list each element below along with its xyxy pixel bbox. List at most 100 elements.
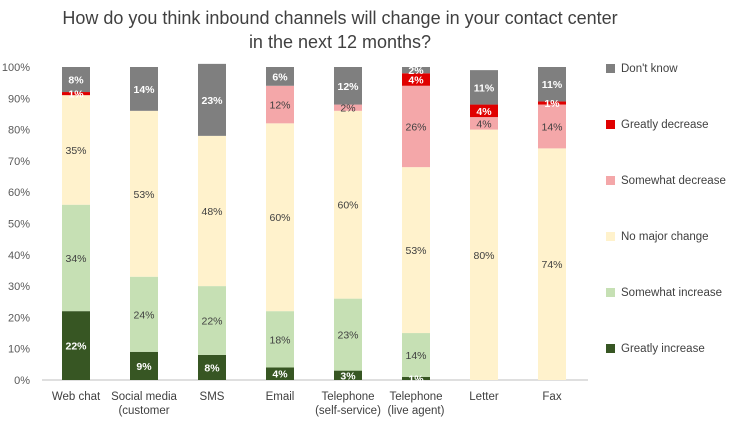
category-label: SMS — [200, 391, 225, 403]
bar-segment — [62, 95, 90, 205]
category-label: Social media (customer — [111, 391, 177, 417]
bar-segment — [402, 167, 430, 334]
bar-segment — [470, 70, 498, 105]
data-label: 1% — [544, 98, 560, 110]
bar-segment — [334, 67, 362, 105]
bar-segment — [198, 63, 226, 136]
chart-title: How do you think inbound channels will c… — [62, 8, 618, 52]
label-layer: 22% 34% 35% 1% 8% 9% 24% 53% 14% 8% 22% 48% 23% 4% 18%… — [65, 65, 562, 385]
y-tick-label: 10% — [8, 344, 30, 356]
data-label: 12% — [337, 81, 359, 93]
legend-swatch — [606, 232, 615, 241]
category-label: Letter — [469, 391, 499, 403]
data-label: 24% — [133, 309, 154, 321]
bar-segment — [470, 104, 498, 118]
bar-segment — [130, 110, 158, 277]
y-tick-label: 60% — [8, 187, 30, 199]
bar-segment — [334, 298, 362, 371]
data-label: 4% — [476, 106, 492, 118]
bar-segment — [130, 351, 158, 380]
y-tick-label: 70% — [8, 156, 30, 168]
data-label: 8% — [204, 362, 220, 374]
y-tick-label: 40% — [8, 250, 30, 262]
legend-swatch — [606, 64, 615, 73]
bar-segment — [402, 67, 430, 74]
data-label: 14% — [133, 84, 155, 96]
y-tick-label: 30% — [8, 281, 30, 293]
bar-segment — [198, 354, 226, 380]
data-label: 4% — [272, 369, 288, 381]
bar-layer — [62, 63, 566, 380]
bar-segment — [266, 85, 294, 124]
legend-swatch — [606, 120, 615, 129]
legend-swatch — [606, 288, 615, 297]
legend: Don't know Greatly decrease Somewhat decre… — [606, 63, 726, 355]
bar-segment — [538, 148, 566, 380]
category-label: Web chat — [52, 391, 101, 403]
data-label: 26% — [405, 121, 426, 133]
bar-segment — [470, 129, 498, 380]
data-label: 60% — [337, 200, 358, 212]
bar-segment — [538, 67, 566, 102]
data-label: 12% — [269, 100, 290, 112]
data-label: 2% — [340, 103, 355, 115]
y-tick-label: 20% — [8, 312, 30, 324]
data-label: 14% — [405, 350, 426, 362]
bar-segment — [198, 286, 226, 355]
category-label: Fax — [542, 391, 561, 403]
data-label: 22% — [201, 316, 222, 328]
legend-label: Somewhat increase — [621, 287, 722, 299]
data-label: 35% — [65, 145, 86, 157]
data-label: 53% — [405, 245, 426, 257]
legend-swatch — [606, 176, 615, 185]
legend-label: Somewhat decrease — [621, 175, 726, 187]
data-label: 14% — [541, 121, 562, 133]
bar-segment — [62, 311, 90, 380]
data-label: 80% — [473, 250, 494, 262]
data-label: 11% — [542, 79, 563, 91]
y-tick-label: 100% — [2, 62, 30, 74]
data-label: 18% — [269, 334, 290, 346]
bar-segment — [130, 276, 158, 352]
legend-label: No major change — [621, 231, 709, 243]
category-label: Telephone (live agent) — [388, 391, 445, 417]
data-label: 74% — [541, 259, 562, 271]
bar-segment — [266, 123, 294, 312]
data-label: 9% — [136, 361, 152, 373]
data-label: 53% — [133, 189, 154, 201]
bar-segment — [62, 67, 90, 93]
bar-segment — [334, 104, 362, 111]
bar-segment — [538, 104, 566, 149]
bar-segment — [266, 67, 294, 86]
data-label: 60% — [269, 212, 290, 224]
data-label: 8% — [68, 75, 84, 87]
data-label: 23% — [201, 95, 223, 107]
data-label: 2% — [408, 65, 424, 77]
bar-segment — [334, 110, 362, 299]
data-label: 22% — [65, 341, 87, 353]
data-label: 34% — [65, 253, 86, 265]
bar-segment — [198, 135, 226, 287]
legend-label: Greatly increase — [621, 343, 705, 355]
bar-segment — [266, 311, 294, 368]
y-tick-label: 90% — [8, 93, 30, 105]
data-label: 3% — [340, 370, 356, 382]
data-label: 11% — [474, 82, 495, 94]
data-label: 48% — [201, 206, 222, 218]
legend-label: Greatly decrease — [621, 119, 709, 131]
bar-segment — [402, 85, 430, 168]
data-label: 6% — [272, 71, 288, 83]
data-label: 4% — [476, 118, 491, 130]
bar-segment — [538, 101, 566, 105]
bar-segment — [266, 367, 294, 380]
bar-segment — [334, 370, 362, 380]
bar-segment — [470, 117, 498, 130]
bar-segment — [62, 204, 90, 312]
data-label: 23% — [337, 330, 358, 342]
category-label: Email — [266, 391, 295, 403]
bar-segment — [62, 92, 90, 96]
category-label: Telephone (self-service) — [315, 391, 381, 417]
legend-label: Don't know — [621, 63, 678, 75]
bar-segment — [402, 333, 430, 377]
